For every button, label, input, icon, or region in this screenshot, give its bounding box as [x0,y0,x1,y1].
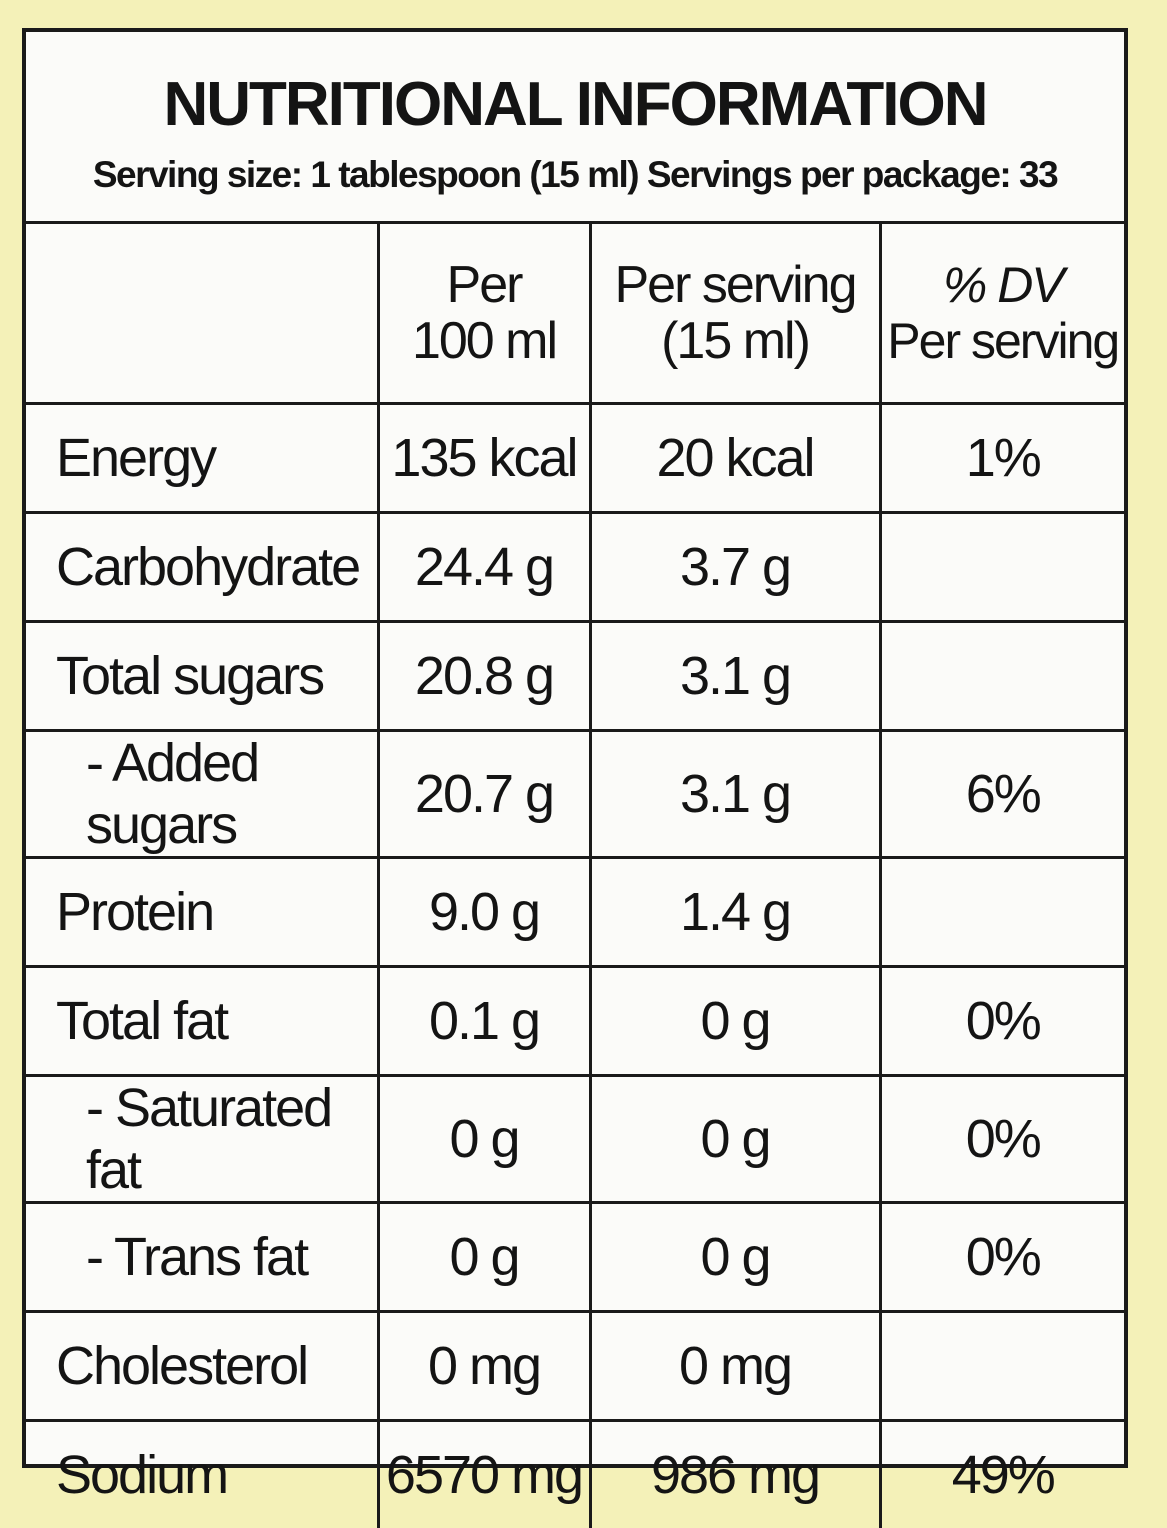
header-per-serving-line1: Per serving [592,257,879,313]
header-daily-value: % DV Per serving [880,224,1124,404]
nutrition-table: Per 100 ml Per serving (15 ml) % DV Per … [26,224,1124,1528]
table-row: Carbohydrate 24.4 g 3.7 g [26,513,1124,622]
table-row: - Added sugars 20.7 g 3.1 g 6% [26,731,1124,858]
table-row: Sodium 6570 mg 986 mg 49% [26,1421,1124,1528]
serving-info: Serving size: 1 tablespoon (15 ml) Servi… [26,150,1124,200]
value-per-serving: 20 kcal [590,404,880,513]
nutrient-name: Total fat [26,967,378,1076]
nutrient-name: Total sugars [26,622,378,731]
value-per-serving: 986 mg [590,1421,880,1528]
nutrient-name: Protein [26,858,378,967]
value-daily-value: 49% [880,1421,1124,1528]
header-per-serving-line2: (15 ml) [592,313,879,369]
value-daily-value: 0% [880,1076,1124,1203]
table-row: Energy 135 kcal 20 kcal 1% [26,404,1124,513]
value-daily-value [880,622,1124,731]
value-per-serving: 3.1 g [590,622,880,731]
value-daily-value: 6% [880,731,1124,858]
value-daily-value [880,513,1124,622]
table-header-row: Per 100 ml Per serving (15 ml) % DV Per … [26,224,1124,404]
table-row: Total fat 0.1 g 0 g 0% [26,967,1124,1076]
label-header: NUTRITIONAL INFORMATION Serving size: 1 … [26,32,1124,224]
nutrient-name: Carbohydrate [26,513,378,622]
value-per-100ml: 20.7 g [378,731,590,858]
value-per-100ml: 0 mg [378,1312,590,1421]
value-per-100ml: 0.1 g [378,967,590,1076]
value-per-serving: 0 g [590,967,880,1076]
value-per-100ml: 0 g [378,1076,590,1203]
nutrition-label: NUTRITIONAL INFORMATION Serving size: 1 … [22,28,1128,1468]
value-per-serving: 0 g [590,1203,880,1312]
value-daily-value [880,858,1124,967]
header-daily-value-line1: % DV [882,257,1125,313]
header-daily-value-line2: Per serving [882,313,1125,369]
value-per-100ml: 20.8 g [378,622,590,731]
value-per-100ml: 0 g [378,1203,590,1312]
value-daily-value [880,1312,1124,1421]
header-per-100ml-line1: Per [380,257,589,313]
value-daily-value: 1% [880,404,1124,513]
nutrient-name: - Added sugars [26,731,378,858]
label-title: NUTRITIONAL INFORMATION [26,32,1124,140]
nutrient-name: - Trans fat [26,1203,378,1312]
value-per-serving: 3.7 g [590,513,880,622]
nutrient-name: - Saturated fat [26,1076,378,1203]
nutrient-name: Cholesterol [26,1312,378,1421]
table-row: Cholesterol 0 mg 0 mg [26,1312,1124,1421]
value-per-100ml: 9.0 g [378,858,590,967]
header-per-100ml-line2: 100 ml [380,313,589,369]
table-row: - Trans fat 0 g 0 g 0% [26,1203,1124,1312]
value-per-100ml: 24.4 g [378,513,590,622]
table-row: Total sugars 20.8 g 3.1 g [26,622,1124,731]
table-row: - Saturated fat 0 g 0 g 0% [26,1076,1124,1203]
value-per-serving: 0 mg [590,1312,880,1421]
value-per-serving: 1.4 g [590,858,880,967]
header-per-100ml: Per 100 ml [378,224,590,404]
table-row: Protein 9.0 g 1.4 g [26,858,1124,967]
value-per-serving: 0 g [590,1076,880,1203]
value-per-serving: 3.1 g [590,731,880,858]
value-daily-value: 0% [880,1203,1124,1312]
value-per-100ml: 135 kcal [378,404,590,513]
nutrient-name: Sodium [26,1421,378,1528]
header-per-serving: Per serving (15 ml) [590,224,880,404]
nutrient-name: Energy [26,404,378,513]
value-daily-value: 0% [880,967,1124,1076]
header-nutrient-column [26,224,378,404]
value-per-100ml: 6570 mg [378,1421,590,1528]
